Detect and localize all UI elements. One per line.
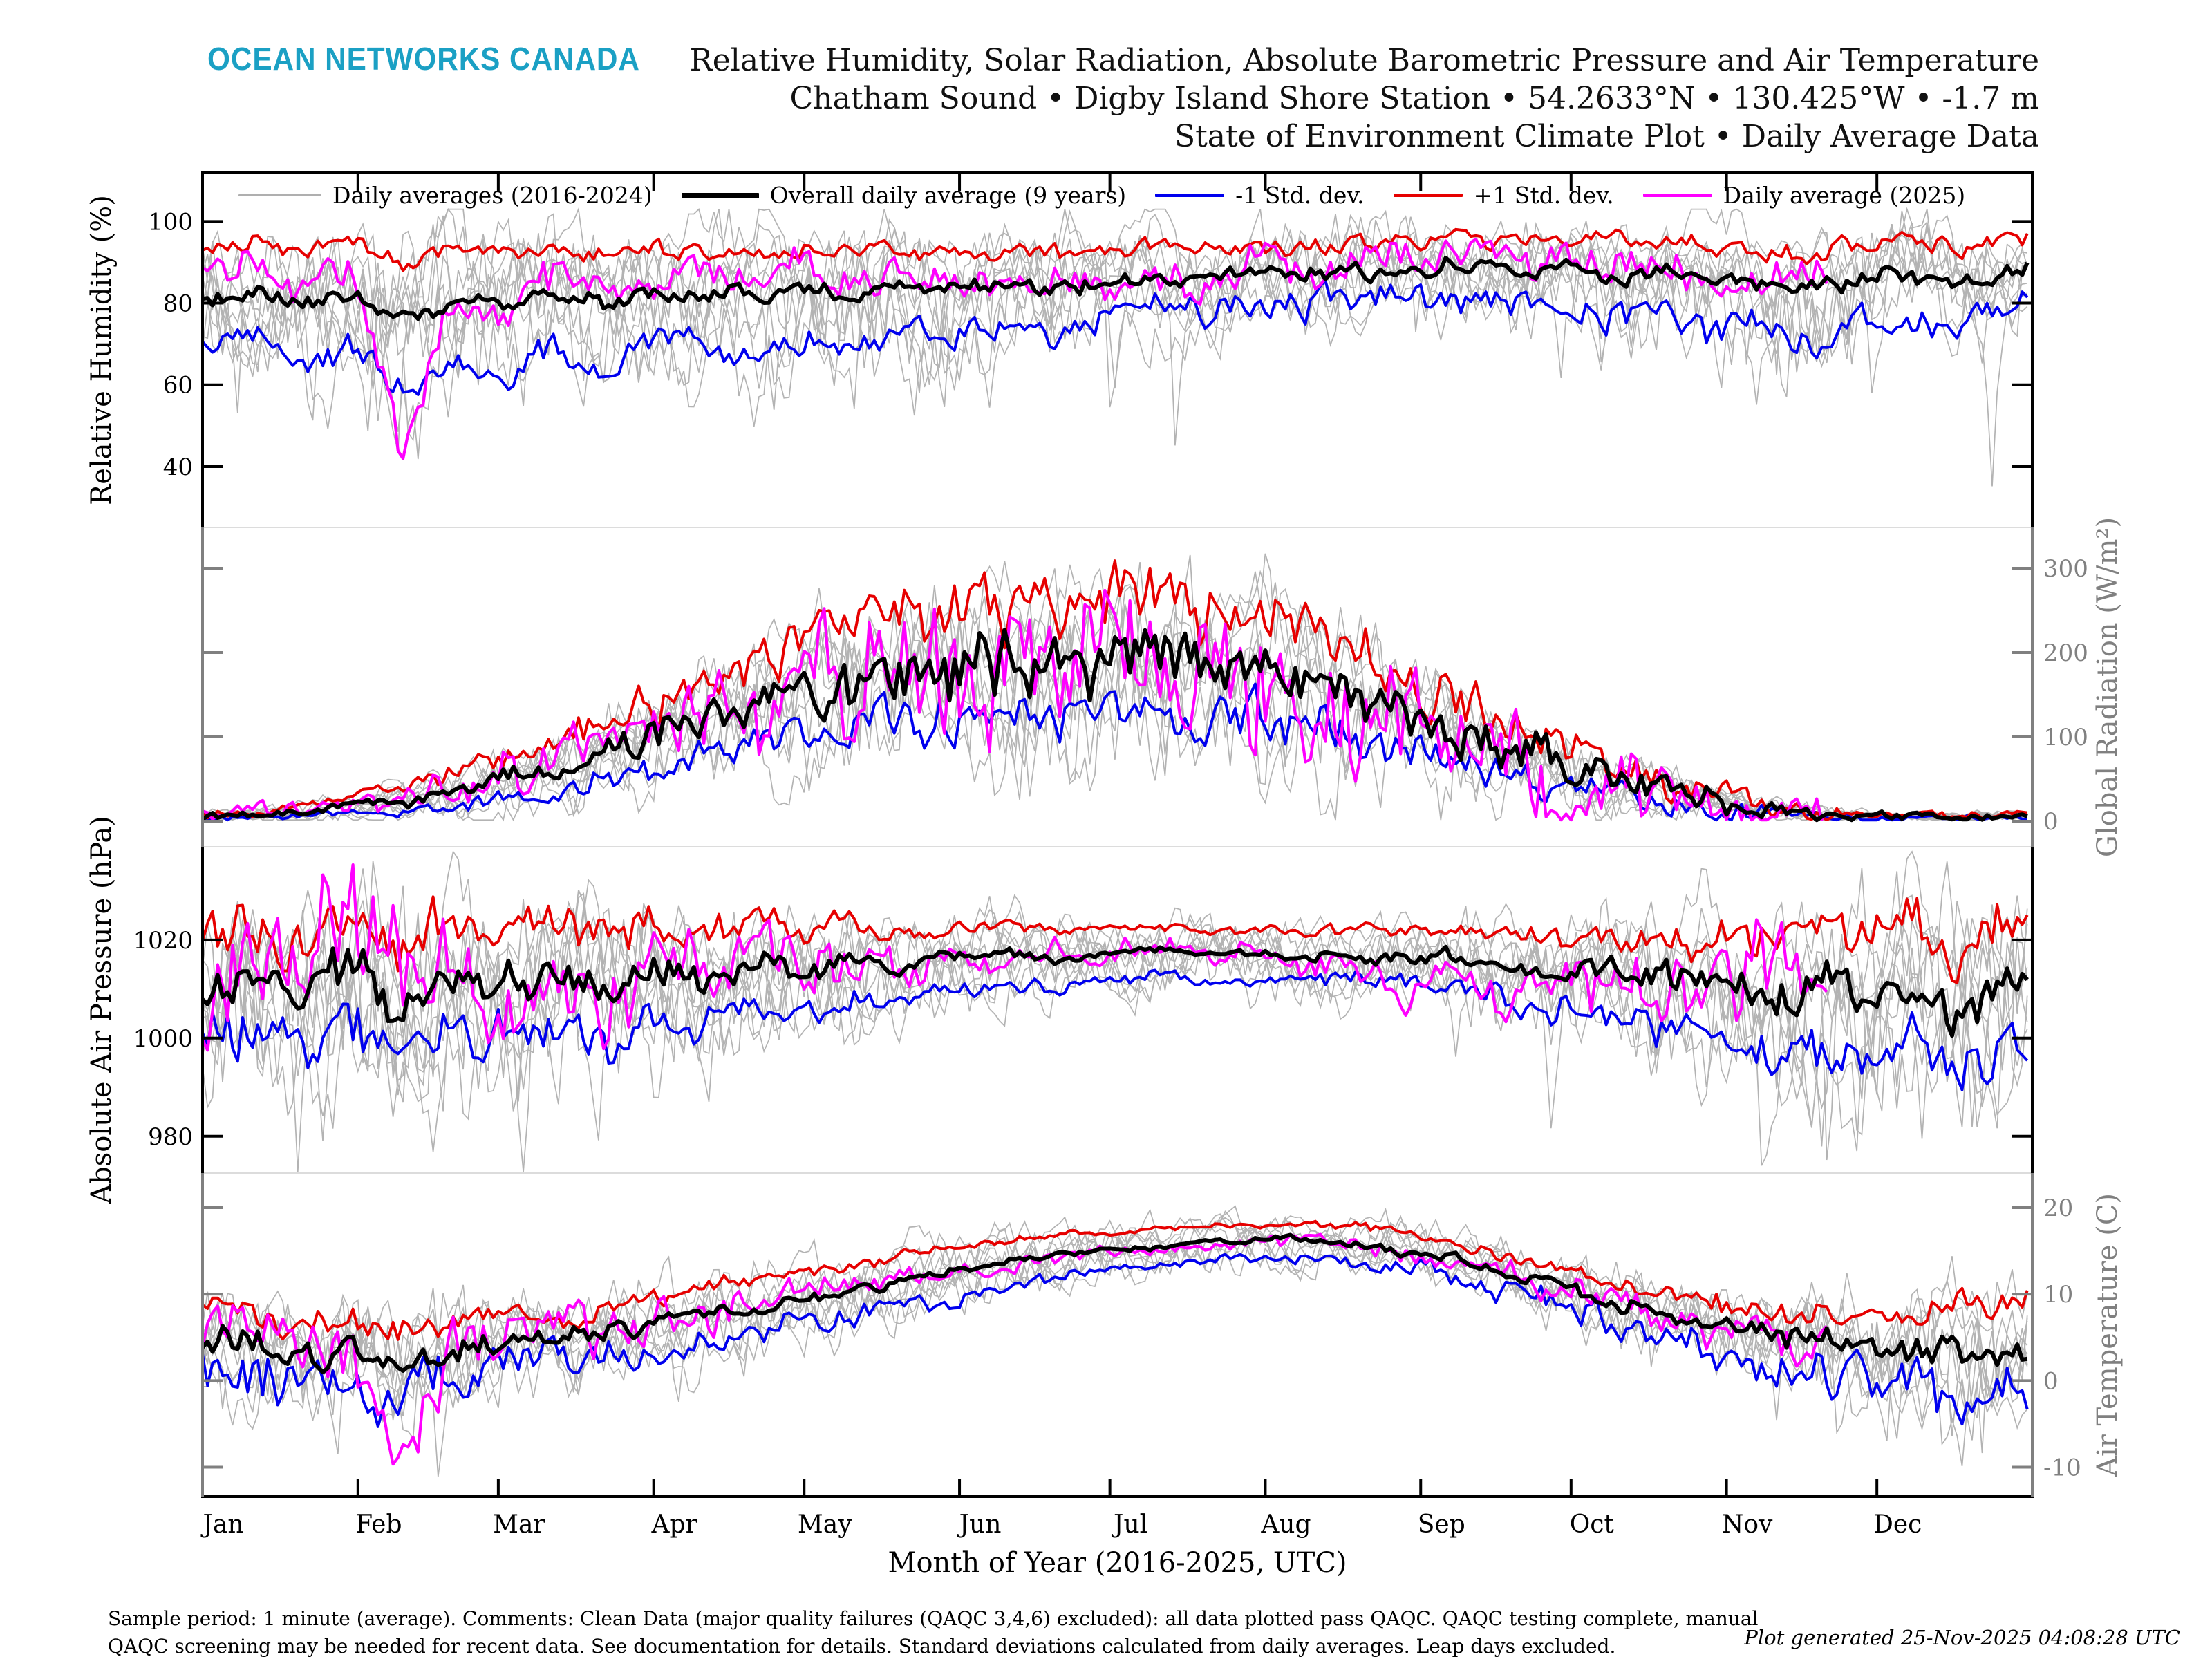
series-mean-absolute-air-pressure [203, 944, 2029, 1038]
title-line-1: Relative Humidity, Solar Radiation, Abso… [689, 43, 2039, 78]
month-label-Sep: Sep [1418, 1510, 1465, 1539]
series-plus-air-temperature [203, 1219, 2029, 1341]
gray-year-trace [203, 1221, 2028, 1441]
panel-relative-humidity [203, 207, 2030, 487]
series-plus-absolute-air-pressure [203, 895, 2029, 984]
series-minus-global-radiation [203, 682, 2027, 822]
series-plus-relative-humidity [203, 227, 2029, 272]
legend-item-2: -1 Std. dev. [1155, 182, 1365, 209]
y-tick-label: 0 [2043, 808, 2059, 836]
y-axis-label-relative-humidity: Relative Humidity (%) [86, 195, 118, 505]
series-minus-absolute-air-pressure [203, 968, 2029, 1091]
legend-item-3: +1 Std. dev. [1393, 182, 1614, 209]
y-tick-label: 100 [2043, 724, 2088, 751]
title-line-3: State of Environment Climate Plot • Dail… [1174, 119, 2039, 154]
y-axis-label-air-temperature: Air Temperature (C) [2092, 1193, 2124, 1477]
legend-item-0: Daily averages (2016-2024) [238, 182, 653, 209]
panel-absolute-air-pressure [203, 850, 2029, 1172]
month-label-Apr: Apr [651, 1510, 698, 1539]
series-y2025-air-temperature [203, 1232, 1828, 1466]
y-tick-label: -10 [2043, 1454, 2081, 1481]
legend-label-3: +1 Std. dev. [1473, 182, 1614, 209]
series-mean-air-temperature [203, 1232, 2028, 1375]
footer-line-2: QAQC screening may be needed for recent … [108, 1635, 1616, 1658]
month-label-Dec: Dec [1873, 1510, 1922, 1539]
series-mean-global-radiation [203, 628, 2028, 823]
y-tick-label: 1020 [133, 927, 193, 955]
month-label-Feb: Feb [355, 1510, 402, 1539]
gray-year-trace [203, 214, 2028, 487]
plot-generated-timestamp: Plot generated 25-Nov-2025 04:08:28 UTC [1744, 1626, 2180, 1649]
y-tick-label: 0 [2043, 1367, 2059, 1395]
legend-swatch-0 [238, 194, 321, 196]
month-label-Jan: Jan [200, 1510, 243, 1539]
y-axis-label-global-radiation: Global Radiation (W/m²) [2092, 517, 2124, 857]
y-tick-label: 20 [2043, 1194, 2073, 1222]
gray-year-trace [203, 861, 2028, 1152]
series-minus-relative-humidity [203, 279, 2029, 396]
y-tick-label: 40 [163, 453, 193, 481]
series-y2025-relative-humidity [203, 238, 1828, 460]
y-tick-label: 10 [2043, 1281, 2073, 1309]
month-label-Jun: Jun [957, 1510, 1002, 1539]
title-line-2: Chatham Sound • Digby Island Shore Stati… [789, 81, 2039, 116]
month-label-Jul: Jul [1111, 1510, 1147, 1539]
legend-label-4: Daily average (2025) [1723, 182, 1966, 209]
y-tick-label: 200 [2043, 639, 2088, 667]
y-axis-label-absolute-air-pressure: Absolute Air Pressure (hPa) [86, 816, 118, 1205]
legend-label-1: Overall daily average (9 years) [769, 182, 1127, 209]
legend-swatch-4 [1642, 194, 1712, 197]
series-mean-relative-humidity [203, 255, 2030, 321]
gray-year-trace [203, 210, 2027, 446]
y-tick-label: 300 [2043, 555, 2088, 583]
y-tick-label: 80 [163, 290, 193, 318]
y-tick-label: 1000 [133, 1025, 193, 1053]
y-tick-label: 100 [148, 208, 193, 236]
legend-swatch-2 [1155, 194, 1225, 197]
gray-year-trace [203, 553, 2028, 822]
month-label-May: May [798, 1510, 852, 1539]
gray-year-trace [203, 554, 2028, 822]
panel-air-temperature [203, 1205, 2029, 1477]
axes: Jan Feb Mar Apr May Jun Jul Aug Sep Oct Nov Dec1008… [86, 171, 2124, 1539]
month-label-Aug: Aug [1260, 1510, 1311, 1539]
legend-label-2: -1 Std. dev. [1235, 182, 1365, 209]
series-y2025-global-radiation [203, 588, 1828, 822]
legend: Daily averages (2016-2024) Overall daily … [238, 182, 1965, 209]
gray-year-trace [203, 868, 2028, 1152]
legend-swatch-1 [681, 192, 759, 198]
month-label-Oct: Oct [1570, 1510, 1615, 1539]
legend-label-0: Daily averages (2016-2024) [332, 182, 653, 209]
onc-logo: OCEAN NETWORKS CANADA [207, 41, 640, 77]
series-minus-air-temperature [203, 1253, 2029, 1428]
y-tick-label: 60 [163, 372, 193, 400]
month-label-Nov: Nov [1722, 1510, 1773, 1539]
month-label-Mar: Mar [493, 1510, 545, 1539]
x-axis-label: Month of Year (2016-2025, UTC) [888, 1547, 1347, 1579]
plot-title: Relative Humidity, Solar Radiation, Abso… [690, 41, 2039, 156]
footer-comments: Sample period: 1 minute (average). Comme… [108, 1605, 1759, 1659]
y-tick-label: 980 [148, 1123, 193, 1151]
legend-item-1: Overall daily average (9 years) [681, 182, 1127, 209]
legend-swatch-3 [1393, 194, 1463, 197]
panel-global-radiation [203, 553, 2028, 823]
footer-line-1: Sample period: 1 minute (average). Comme… [108, 1607, 1759, 1630]
legend-item-4: Daily average (2025) [1642, 182, 1966, 209]
